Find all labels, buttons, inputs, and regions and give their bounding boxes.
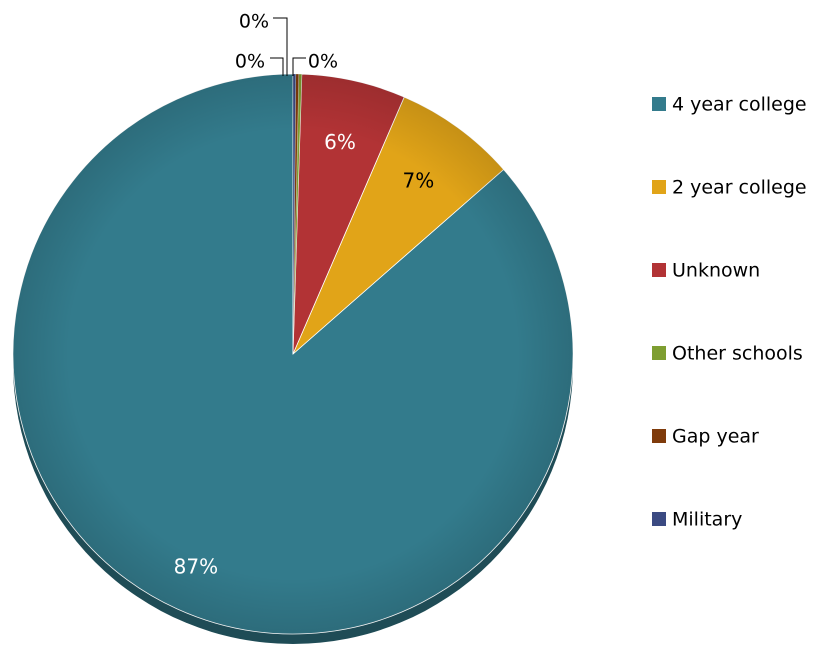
legend-label-2-year-college: 2 year college	[672, 177, 807, 199]
legend-swatch-unknown	[652, 263, 666, 277]
legend-label-military: Military	[672, 509, 742, 531]
legend-label-gap-year: Gap year	[672, 426, 759, 448]
legend-item-4-year-college: 4 year college	[652, 94, 807, 116]
slice-label-4-year-college: 87%	[174, 555, 218, 579]
legend-item-unknown: Unknown	[652, 260, 760, 282]
legend-item-2-year-college: 2 year college	[652, 177, 807, 199]
pie-slices	[12, 73, 574, 635]
legend-label-unknown: Unknown	[672, 260, 760, 282]
slice-label-unknown: 6%	[324, 130, 356, 154]
callout-line-other-schools	[270, 57, 284, 76]
chart-legend: 4 year college 2 year college Unknown Other…	[652, 94, 807, 531]
callout-label-other-schools: 0%	[235, 51, 265, 73]
legend-swatch-4-year-college	[652, 97, 666, 111]
callout-line-gap-year	[273, 17, 288, 76]
legend-label-4-year-college: 4 year college	[672, 94, 807, 116]
callout-line-military	[292, 57, 306, 76]
legend-swatch-other-schools	[652, 346, 666, 360]
legend-item-other-schools: Other schools	[652, 343, 803, 365]
slice-label-2-year-college: 7%	[403, 169, 435, 193]
legend-swatch-gap-year	[652, 429, 666, 443]
legend-label-other-schools: Other schools	[672, 343, 803, 365]
pie-callout-labels: 0% 0% 0%	[235, 11, 338, 76]
pie-slice-labels: 87% 7% 6%	[174, 130, 435, 579]
legend-swatch-2-year-college	[652, 180, 666, 194]
legend-swatch-military	[652, 512, 666, 526]
callout-label-gap-year: 0%	[239, 11, 269, 33]
callout-label-military: 0%	[308, 51, 338, 73]
legend-item-military: Military	[652, 509, 742, 531]
legend-item-gap-year: Gap year	[652, 426, 759, 448]
